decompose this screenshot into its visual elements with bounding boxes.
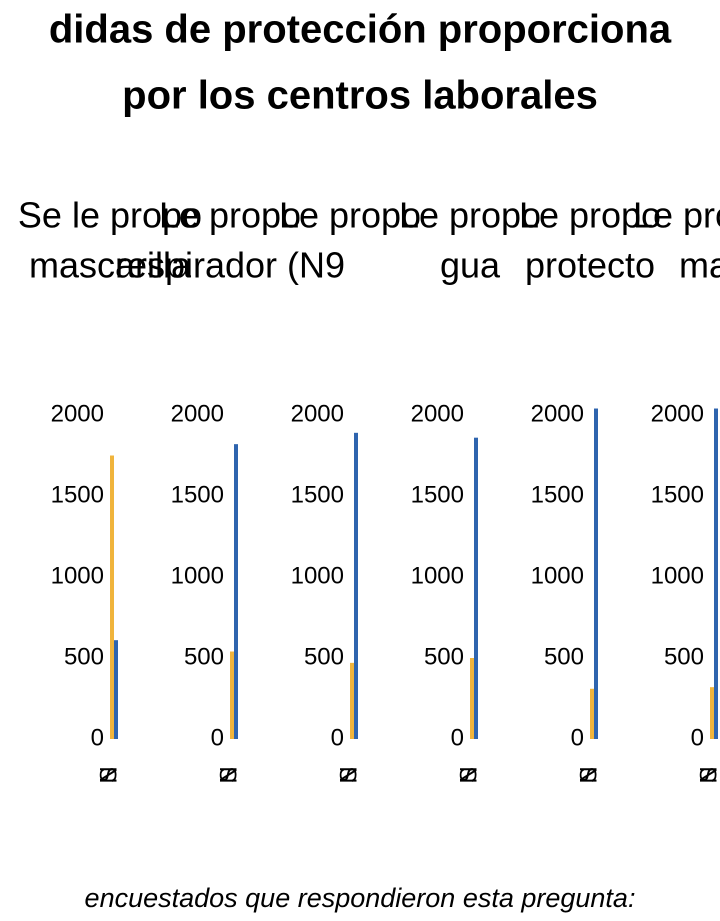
y-tick-label: 1500 bbox=[291, 481, 344, 508]
panel-title: respirador (N9 bbox=[115, 245, 345, 286]
panel-title: protecto bbox=[525, 245, 655, 286]
y-tick-label: 0 bbox=[691, 724, 704, 751]
x-tick-label: S bbox=[335, 767, 362, 783]
y-tick-label: 1500 bbox=[411, 481, 464, 508]
bar bbox=[590, 688, 594, 739]
chart-title: por los centros laborales bbox=[122, 74, 598, 118]
y-tick-label: 2000 bbox=[171, 400, 224, 427]
y-tick-label: 500 bbox=[664, 643, 704, 670]
y-tick-label: 1000 bbox=[531, 562, 584, 589]
y-tick-label: 0 bbox=[91, 724, 104, 751]
y-tick-label: 500 bbox=[64, 643, 104, 670]
y-tick-label: 1000 bbox=[291, 562, 344, 589]
x-tick-label: N bbox=[335, 766, 362, 783]
bar bbox=[594, 408, 598, 739]
footnote: encuestados que respondieron esta pregun… bbox=[85, 883, 636, 913]
y-tick-label: 500 bbox=[544, 643, 584, 670]
y-tick-label: 0 bbox=[331, 724, 344, 751]
chart-title: didas de protección proporciona bbox=[49, 8, 672, 52]
y-tick-label: 1500 bbox=[531, 481, 584, 508]
panel-title: Le propo bbox=[399, 195, 541, 236]
bar bbox=[470, 658, 474, 739]
y-tick-label: 1000 bbox=[651, 562, 704, 589]
y-tick-label: 2000 bbox=[51, 400, 104, 427]
y-tick-label: 500 bbox=[304, 643, 344, 670]
y-tick-label: 2000 bbox=[411, 400, 464, 427]
bar bbox=[110, 455, 114, 739]
y-tick-label: 2000 bbox=[291, 400, 344, 427]
panel-title: Le propo bbox=[279, 195, 421, 236]
bar bbox=[714, 408, 718, 739]
y-tick-label: 0 bbox=[451, 724, 464, 751]
x-tick-label: N bbox=[455, 766, 482, 783]
bar bbox=[114, 640, 118, 739]
bar bbox=[350, 662, 354, 739]
y-tick-label: 500 bbox=[184, 643, 224, 670]
panel-title: gua bbox=[440, 245, 501, 286]
panel-title: Se le propo bbox=[18, 195, 202, 236]
y-tick-label: 1000 bbox=[51, 562, 104, 589]
x-tick-label: N bbox=[215, 766, 242, 783]
bar bbox=[710, 687, 714, 739]
x-tick-label: N bbox=[695, 766, 720, 783]
y-tick-label: 2000 bbox=[531, 400, 584, 427]
panel-title: Le propor bbox=[633, 195, 720, 236]
y-tick-label: 1500 bbox=[51, 481, 104, 508]
x-tick-label: S bbox=[95, 767, 122, 783]
y-tick-label: 1500 bbox=[171, 481, 224, 508]
x-tick-label: S bbox=[215, 767, 242, 783]
y-tick-label: 0 bbox=[571, 724, 584, 751]
panel-title: Le propo bbox=[159, 195, 301, 236]
bar bbox=[230, 651, 234, 739]
y-tick-label: 1000 bbox=[171, 562, 224, 589]
x-tick-label: N bbox=[575, 766, 602, 783]
x-tick-label: S bbox=[695, 767, 720, 783]
x-tick-label: N bbox=[95, 766, 122, 783]
y-tick-label: 2000 bbox=[651, 400, 704, 427]
panel-title: mar bbox=[679, 245, 720, 286]
y-tick-label: 1000 bbox=[411, 562, 464, 589]
panel-title: Le propo bbox=[519, 195, 661, 236]
panel-title: mascarilla bbox=[29, 245, 192, 286]
x-tick-label: S bbox=[455, 767, 482, 783]
bar bbox=[474, 437, 478, 739]
bar bbox=[354, 432, 358, 739]
y-tick-label: 1500 bbox=[651, 481, 704, 508]
y-tick-label: 0 bbox=[211, 724, 224, 751]
y-tick-label: 500 bbox=[424, 643, 464, 670]
x-tick-label: S bbox=[575, 767, 602, 783]
bar bbox=[234, 444, 238, 739]
